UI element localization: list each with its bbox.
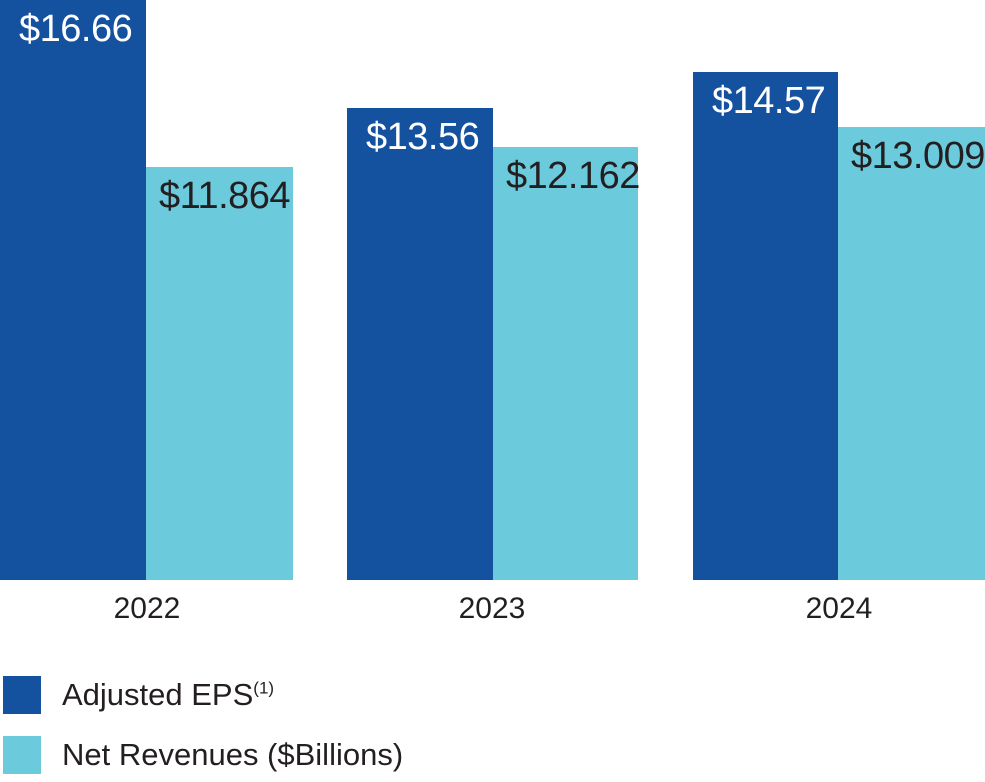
legend-text: Net Revenues ($Billions) (62, 737, 404, 772)
legend-label-adjusted-eps: Adjusted EPS(1) (62, 677, 274, 713)
bar-value-label: $14.57 (712, 80, 826, 122)
bar-adjusted-eps-2024: $14.57 (693, 72, 838, 580)
legend: Adjusted EPS(1) Net Revenues ($Billions) (3, 676, 403, 774)
bar-net-revenues-2024: $13.009 (838, 127, 985, 580)
legend-swatch-net-revenues (3, 736, 41, 774)
x-axis-label-2024: 2024 (805, 592, 873, 625)
bar-value-label: $13.56 (366, 116, 480, 158)
bar-value-label: $12.162 (506, 155, 640, 197)
bar-adjusted-eps-2022: $16.66 (0, 0, 146, 580)
bar-value-label: $13.009 (851, 135, 985, 177)
bar-value-label: $11.864 (159, 175, 291, 217)
bar-value-label: $16.66 (19, 8, 133, 50)
plot-area: $16.66 $11.864 $13.56 $12.162 $14.57 $13… (0, 0, 985, 625)
bar-adjusted-eps-2023: $13.56 (347, 108, 493, 580)
legend-item-net-revenues: Net Revenues ($Billions) (3, 736, 403, 774)
x-axis-label-2023: 2023 (458, 592, 526, 625)
bar-net-revenues-2023: $12.162 (493, 147, 640, 580)
legend-swatch-adjusted-eps (3, 676, 41, 714)
legend-label-net-revenues: Net Revenues ($Billions) (62, 737, 403, 773)
x-axis-label-2022: 2022 (113, 592, 181, 625)
footnote-marker: (1) (253, 678, 275, 698)
bar-net-revenues-2022: $11.864 (146, 167, 293, 580)
legend-text: Adjusted EPS (62, 677, 254, 712)
legend-item-adjusted-eps: Adjusted EPS(1) (3, 676, 403, 714)
